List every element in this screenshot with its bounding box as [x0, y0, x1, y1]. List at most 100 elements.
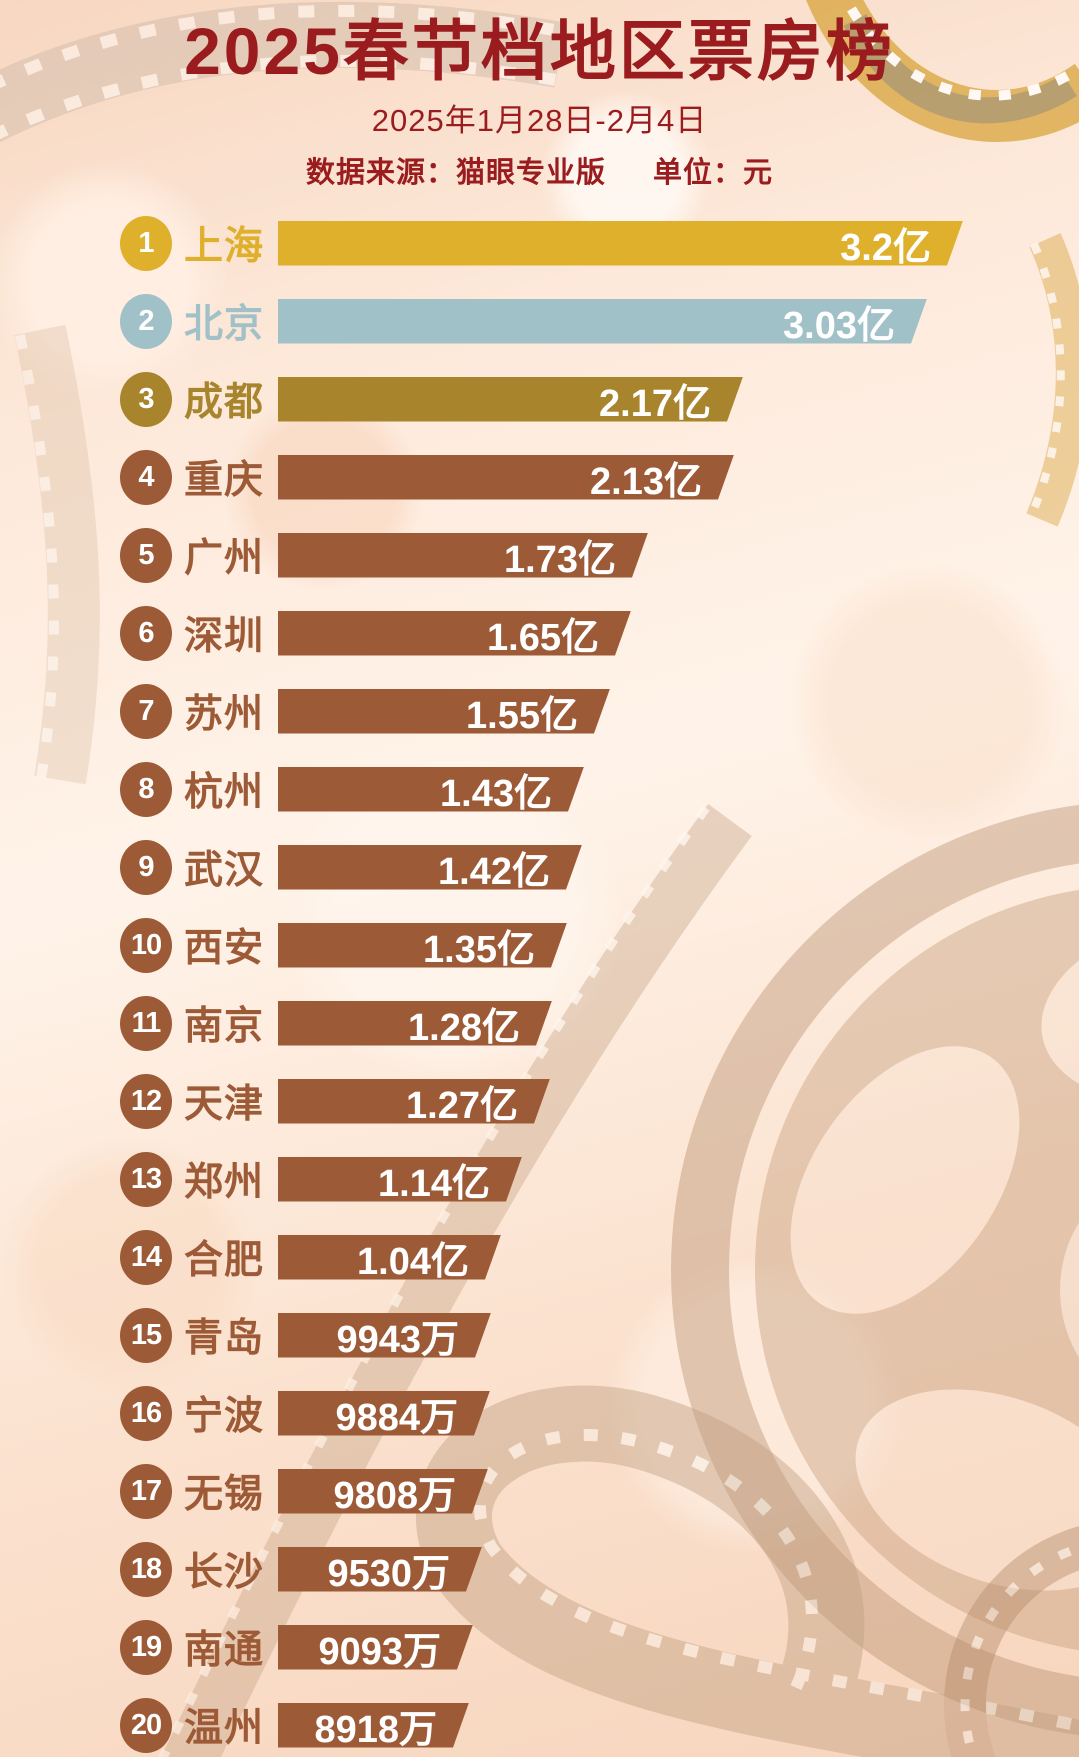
rank-number: 7: [138, 694, 154, 727]
ranking-row: 10 西安 1.35亿: [0, 906, 1079, 984]
value-label: 1.73亿: [504, 538, 616, 581]
rank-badge: 20: [120, 1697, 172, 1753]
value-bar: 9093万: [278, 1625, 473, 1670]
city-label: 深圳: [184, 615, 265, 658]
ranking-list: 1 上海 3.2亿 2 北京 3.03亿 3 成都 2.17亿 4 重庆 2.1…: [0, 204, 1079, 1757]
value-bar: 1.04亿: [278, 1235, 501, 1280]
city-label: 苏州: [184, 693, 265, 736]
value-label: 9884万: [335, 1396, 458, 1439]
rank-badge: 18: [120, 1541, 172, 1597]
city-label: 宁波: [184, 1395, 265, 1438]
rank-number: 5: [138, 538, 154, 571]
value-label: 9530万: [327, 1552, 450, 1595]
rank-badge: 12: [120, 1073, 172, 1129]
rank-badge: 13: [120, 1151, 172, 1207]
rank-number: 18: [130, 1552, 162, 1585]
value-bar: 9808万: [278, 1469, 488, 1514]
city-label: 北京: [184, 303, 265, 346]
city-label: 郑州: [184, 1161, 265, 1204]
value-bar: 2.13亿: [278, 455, 734, 500]
city-label: 西安: [184, 927, 265, 970]
ranking-row: 8 杭州 1.43亿: [0, 750, 1079, 828]
value-bar: 1.35亿: [278, 923, 567, 968]
value-label: 9093万: [318, 1630, 441, 1673]
value-bar: 2.17亿: [278, 377, 743, 422]
city-label: 合肥: [184, 1239, 265, 1282]
value-label: 1.35亿: [423, 928, 535, 971]
value-label: 1.43亿: [440, 772, 552, 815]
value-bar: 1.27亿: [278, 1079, 550, 1124]
rank-badge: 8: [120, 761, 172, 817]
value-label: 1.27亿: [406, 1084, 518, 1127]
rank-badge: 7: [120, 683, 172, 739]
page-title: 2025春节档地区票房榜: [184, 14, 895, 88]
rank-badge: 11: [120, 995, 172, 1051]
rank-number: 9: [138, 850, 154, 883]
rank-badge: 19: [120, 1619, 172, 1675]
rank-badge: 6: [120, 605, 172, 661]
value-bar: 1.43亿: [278, 767, 584, 812]
value-label: 1.42亿: [438, 850, 550, 893]
rank-number: 20: [130, 1708, 162, 1741]
city-label: 上海: [184, 225, 265, 268]
ranking-row: 9 武汉 1.42亿: [0, 828, 1079, 906]
rank-number: 2: [138, 304, 154, 337]
value-bar: 1.14亿: [278, 1157, 522, 1202]
ranking-row: 1 上海 3.2亿: [0, 204, 1079, 282]
rank-number: 13: [130, 1162, 162, 1195]
ranking-row: 19 南通 9093万: [0, 1608, 1079, 1686]
rank-number: 16: [130, 1396, 162, 1429]
header: 2025春节档地区票房榜 2025年1月28日-2月4日 数据来源：猫眼专业版 …: [0, 0, 1079, 191]
ranking-row: 2 北京 3.03亿: [0, 282, 1079, 360]
value-label: 2.17亿: [599, 382, 711, 425]
rank-number: 8: [138, 772, 154, 805]
rank-number: 3: [138, 382, 154, 415]
value-bar: 8918万: [278, 1703, 469, 1748]
rank-number: 14: [130, 1240, 162, 1273]
ranking-row: 12 天津 1.27亿: [0, 1062, 1079, 1140]
ranking-row: 4 重庆 2.13亿: [0, 438, 1079, 516]
rank-badge: 2: [120, 293, 172, 349]
ranking-row: 3 成都 2.17亿: [0, 360, 1079, 438]
rank-badge: 15: [120, 1307, 172, 1363]
rank-number: 1: [138, 226, 154, 259]
value-label: 3.03亿: [783, 304, 895, 347]
value-bar: 1.65亿: [278, 611, 631, 656]
value-bar: 9530万: [278, 1547, 482, 1592]
city-label: 武汉: [184, 849, 265, 892]
city-label: 长沙: [184, 1551, 265, 1594]
rank-number: 6: [138, 616, 154, 649]
ranking-row: 17 无锡 9808万: [0, 1452, 1079, 1530]
ranking-row: 7 苏州 1.55亿: [0, 672, 1079, 750]
value-bar: 1.42亿: [278, 845, 582, 890]
city-label: 青岛: [184, 1317, 265, 1360]
ranking-row: 11 南京 1.28亿: [0, 984, 1079, 1062]
value-label: 1.28亿: [408, 1006, 520, 1049]
ranking-row: 15 青岛 9943万: [0, 1296, 1079, 1374]
rank-badge: 5: [120, 527, 172, 583]
data-source-note: 数据来源：猫眼专业版: [305, 157, 606, 190]
ranking-row: 6 深圳 1.65亿: [0, 594, 1079, 672]
value-label: 1.55亿: [466, 694, 578, 737]
rank-badge: 3: [120, 371, 172, 427]
value-bar: 9884万: [278, 1391, 490, 1436]
date-range: 2025年1月28日-2月4日: [371, 103, 708, 139]
ranking-row: 18 长沙 9530万: [0, 1530, 1079, 1608]
value-bar: 1.55亿: [278, 689, 610, 734]
rank-badge: 16: [120, 1385, 172, 1441]
unit-note: 单位：元: [653, 157, 774, 190]
rank-badge: 14: [120, 1229, 172, 1285]
rank-badge: 17: [120, 1463, 172, 1519]
ranking-row: 13 郑州 1.14亿: [0, 1140, 1079, 1218]
city-label: 温州: [184, 1707, 265, 1750]
value-label: 2.13亿: [590, 460, 702, 503]
city-label: 无锡: [184, 1473, 265, 1516]
city-label: 南通: [184, 1629, 265, 1672]
value-label: 1.14亿: [378, 1162, 490, 1205]
city-label: 杭州: [184, 771, 265, 814]
value-label: 9808万: [333, 1474, 456, 1517]
value-label: 9943万: [336, 1318, 459, 1361]
value-bar: 1.28亿: [278, 1001, 552, 1046]
ranking-row: 20 温州 8918万: [0, 1686, 1079, 1757]
